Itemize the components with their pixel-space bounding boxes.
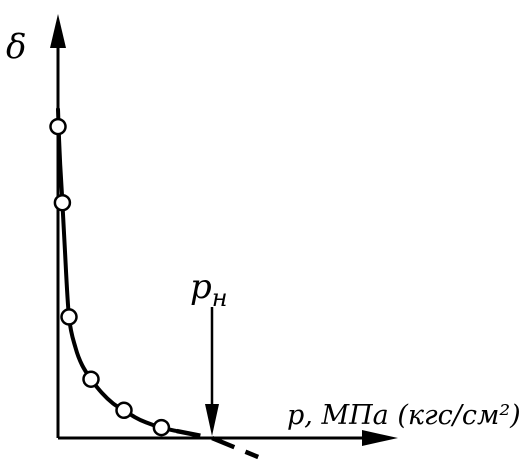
data-points [49,117,171,437]
pn-arrowhead [205,404,219,436]
axes-group [50,14,398,446]
extrapolation-dashed-line [176,428,260,460]
pn-marker: pн [190,267,228,436]
data-point [53,193,72,212]
data-point [49,117,67,136]
pn-label: pн [190,267,228,312]
fitted-curve [56,107,179,434]
data-point [82,370,100,388]
x-axis-arrowhead [362,430,398,446]
data-point [60,308,78,326]
x-axis-label: p, МПа (кгс/см²) [287,400,521,431]
pn-label-subscript: н [212,284,228,312]
y-axis-label: δ [6,27,26,67]
data-point [115,401,133,420]
data-point [152,418,171,437]
y-axis-arrowhead [50,14,66,48]
pn-label-main: p [190,267,212,307]
